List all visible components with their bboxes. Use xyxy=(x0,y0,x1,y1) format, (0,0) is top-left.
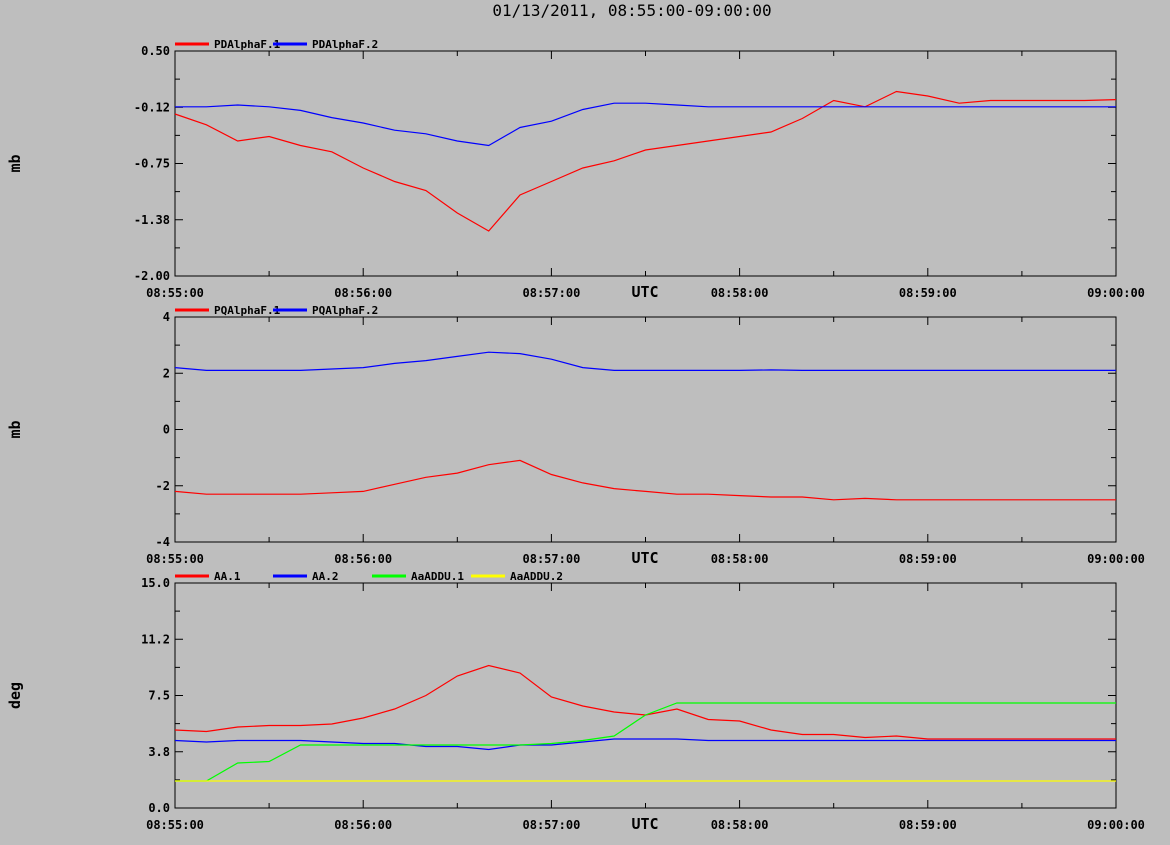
y-tick-label: -0.12 xyxy=(134,100,170,114)
legend-label: AaADDU.1 xyxy=(411,570,464,583)
plot-frame-2 xyxy=(174,316,1117,543)
y-tick-label: 2 xyxy=(163,366,170,380)
y-axis-label: mb xyxy=(6,154,24,172)
x-tick-label: 08:59:00 xyxy=(899,818,957,832)
y-tick-label: 0 xyxy=(163,423,170,437)
y-tick-label: 4 xyxy=(163,310,170,324)
series-line-pqalphaf-1 xyxy=(174,459,1116,501)
y-tick-label: -1.38 xyxy=(134,213,170,227)
legend-label: PDAlphaF.2 xyxy=(312,38,378,51)
legend-label: AaADDU.2 xyxy=(510,570,563,583)
y-tick-label: 3.8 xyxy=(148,745,170,759)
y-tick-label: -2 xyxy=(156,479,170,493)
y-tick-label: 7.5 xyxy=(148,689,170,703)
x-tick-label: 08:58:00 xyxy=(711,286,769,300)
y-tick-label: 0.0 xyxy=(148,801,170,815)
y-tick-label: -2.00 xyxy=(134,269,170,283)
legend-label: AA.1 xyxy=(214,570,241,583)
plot-frame-1 xyxy=(174,50,1117,277)
x-tick-label: 08:58:00 xyxy=(711,818,769,832)
y-tick-label: -4 xyxy=(156,535,170,549)
series-line-pdalphaf-1 xyxy=(174,90,1117,232)
x-tick-label: 08:55:00 xyxy=(146,818,204,832)
figure-title: 01/13/2011, 08:55:00-09:00:00 xyxy=(492,1,771,20)
y-tick-label: 0.50 xyxy=(141,44,170,58)
plot-frame-3 xyxy=(174,582,1117,809)
series-line-pqalphaf-2 xyxy=(174,351,1116,371)
legend-label: AA.2 xyxy=(312,570,339,583)
x-tick-label: 08:55:00 xyxy=(146,552,204,566)
y-axis-label: mb xyxy=(6,420,24,438)
x-tick-label: 08:57:00 xyxy=(523,286,581,300)
x-axis-unit: UTC xyxy=(631,815,658,833)
series-line-aa-1 xyxy=(174,664,1116,740)
x-tick-label: 08:57:00 xyxy=(523,552,581,566)
series-line-aa-2 xyxy=(174,738,1116,751)
x-tick-label: 09:00:00 xyxy=(1087,286,1145,300)
x-tick-label: 08:59:00 xyxy=(899,552,957,566)
y-tick-label: -0.75 xyxy=(134,157,170,171)
x-axis-unit: UTC xyxy=(631,549,658,567)
x-tick-label: 08:57:00 xyxy=(523,818,581,832)
y-axis-label: deg xyxy=(6,682,24,709)
x-tick-label: 09:00:00 xyxy=(1087,552,1145,566)
x-tick-label: 09:00:00 xyxy=(1087,818,1145,832)
legend-label: PDAlphaF.1 xyxy=(214,38,281,51)
legend-label: PQAlphaF.1 xyxy=(214,304,281,317)
x-tick-label: 08:58:00 xyxy=(711,552,769,566)
y-tick-label: 15.0 xyxy=(141,576,170,590)
series-line-aaaddu-1 xyxy=(175,702,1116,782)
legend-label: PQAlphaF.2 xyxy=(312,304,378,317)
x-tick-label: 08:56:00 xyxy=(334,286,392,300)
x-tick-label: 08:59:00 xyxy=(899,286,957,300)
x-axis-unit: UTC xyxy=(631,283,658,301)
x-tick-label: 08:55:00 xyxy=(146,286,204,300)
y-tick-label: 11.2 xyxy=(141,632,170,646)
x-tick-label: 08:56:00 xyxy=(334,552,392,566)
series-line-pdalphaf-2 xyxy=(175,102,1116,147)
x-tick-label: 08:56:00 xyxy=(334,818,392,832)
